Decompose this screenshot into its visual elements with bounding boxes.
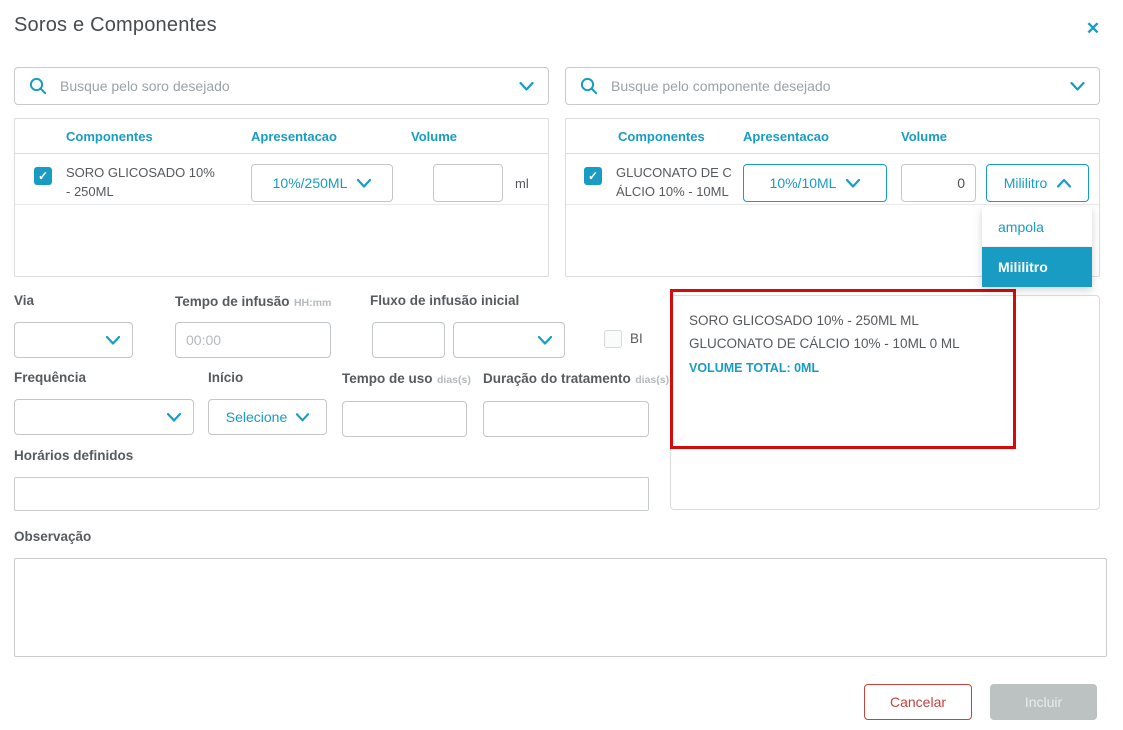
column-header-volume: Volume (411, 129, 457, 144)
duracao-input[interactable] (483, 401, 649, 437)
summary-line-soro: SORO GLICOSADO 10% - 250ML ML (689, 313, 919, 328)
frequencia-label: Frequência (14, 370, 87, 385)
componente-volume-input[interactable] (901, 164, 976, 202)
soro-volume-unit: ml (515, 176, 529, 191)
tempo-uso-input[interactable] (342, 401, 467, 437)
tempo-infusao-label: Tempo de infusão HH:mm (175, 294, 332, 309)
observacao-textarea[interactable] (14, 558, 1107, 657)
row-divider (15, 204, 548, 205)
dropdown-option-ampola[interactable]: ampola (982, 207, 1092, 247)
fluxo-label: Fluxo de infusão inicial (370, 293, 520, 308)
via-label: Via (14, 293, 35, 308)
componente-search-select[interactable]: Busque pelo componente desejado (565, 67, 1100, 105)
componente-table-header: Componentes Apresentacao Volume (566, 119, 1099, 154)
tempo-infusao-hint: HH:mm (293, 297, 332, 309)
chevron-down-icon[interactable] (1070, 81, 1085, 91)
componente-row-name: GLUCONATO DE C ÁLCIO 10% - 10ML (616, 165, 732, 199)
bi-label: BI (630, 331, 643, 346)
observacao-label: Observação (14, 529, 92, 544)
page-title: Soros e Componentes (14, 14, 217, 36)
horarios-input[interactable] (14, 477, 649, 511)
horarios-label: Horários definidos (14, 448, 134, 463)
column-header-componentes: Componentes (618, 129, 705, 144)
unit-dropdown-menu: ampola Mililitro (982, 207, 1092, 287)
soro-search-placeholder: Busque pelo soro desejado (60, 78, 230, 94)
frequencia-select[interactable] (14, 399, 194, 435)
chevron-down-icon (106, 335, 120, 345)
soro-table-panel: Componentes Apresentacao Volume SORO GLI… (14, 118, 549, 277)
tempo-uso-hint: dias(s) (436, 374, 471, 386)
chevron-down-icon (538, 335, 552, 345)
column-header-apresentacao: Apresentacao (743, 129, 829, 144)
bi-checkbox[interactable] (604, 330, 622, 348)
summary-volume-total: VOLUME TOTAL: 0ML (689, 361, 820, 375)
inicio-select[interactable]: Selecione (208, 399, 327, 435)
column-header-apresentacao: Apresentacao (251, 129, 337, 144)
search-icon (580, 77, 598, 95)
inicio-label: Início (208, 370, 244, 385)
soro-apresentacao-select[interactable]: 10%/250ML (251, 164, 393, 202)
chevron-down-icon (357, 178, 372, 188)
close-icon[interactable]: ✕ (1085, 19, 1101, 38)
column-header-componentes: Componentes (66, 129, 153, 144)
cancel-button[interactable]: Cancelar (864, 684, 972, 720)
componente-search-placeholder: Busque pelo componente desejado (611, 78, 831, 94)
chevron-up-icon (1057, 178, 1072, 188)
soro-table-header: Componentes Apresentacao Volume (15, 119, 548, 154)
chevron-down-icon (167, 412, 181, 422)
summary-box: SORO GLICOSADO 10% - 250ML ML GLUCONATO … (670, 295, 1100, 510)
tempo-uso-label: Tempo de uso dias(s) (342, 371, 471, 386)
soro-volume-input[interactable] (433, 164, 503, 202)
row-divider (566, 204, 1099, 205)
duracao-hint: dias(s) (635, 374, 670, 386)
via-select[interactable] (14, 322, 133, 358)
soro-row-name: SORO GLICOSADO 10% - 250ML (66, 165, 215, 199)
fluxo-input[interactable] (372, 322, 445, 358)
soro-row-checkbox[interactable] (34, 167, 52, 185)
duracao-label: Duração do tratamento dias(s) (483, 371, 670, 386)
dropdown-option-mililitro[interactable]: Mililitro (982, 247, 1092, 287)
search-icon (29, 77, 47, 95)
componente-unit-select[interactable]: Mililitro (986, 164, 1089, 202)
chevron-down-icon (296, 412, 310, 422)
soro-search-select[interactable]: Busque pelo soro desejado (14, 67, 549, 105)
chevron-down-icon[interactable] (519, 81, 534, 91)
componente-apresentacao-select[interactable]: 10%/10ML (743, 164, 887, 202)
tempo-infusao-input[interactable] (175, 322, 331, 358)
summary-line-componente: GLUCONATO DE CÁLCIO 10% - 10ML 0 ML (689, 336, 960, 351)
column-header-volume: Volume (901, 129, 947, 144)
submit-button[interactable]: Incluir (990, 684, 1097, 720)
componente-row-checkbox[interactable] (584, 167, 602, 185)
chevron-down-icon (846, 178, 861, 188)
fluxo-unit-select[interactable] (453, 322, 565, 358)
